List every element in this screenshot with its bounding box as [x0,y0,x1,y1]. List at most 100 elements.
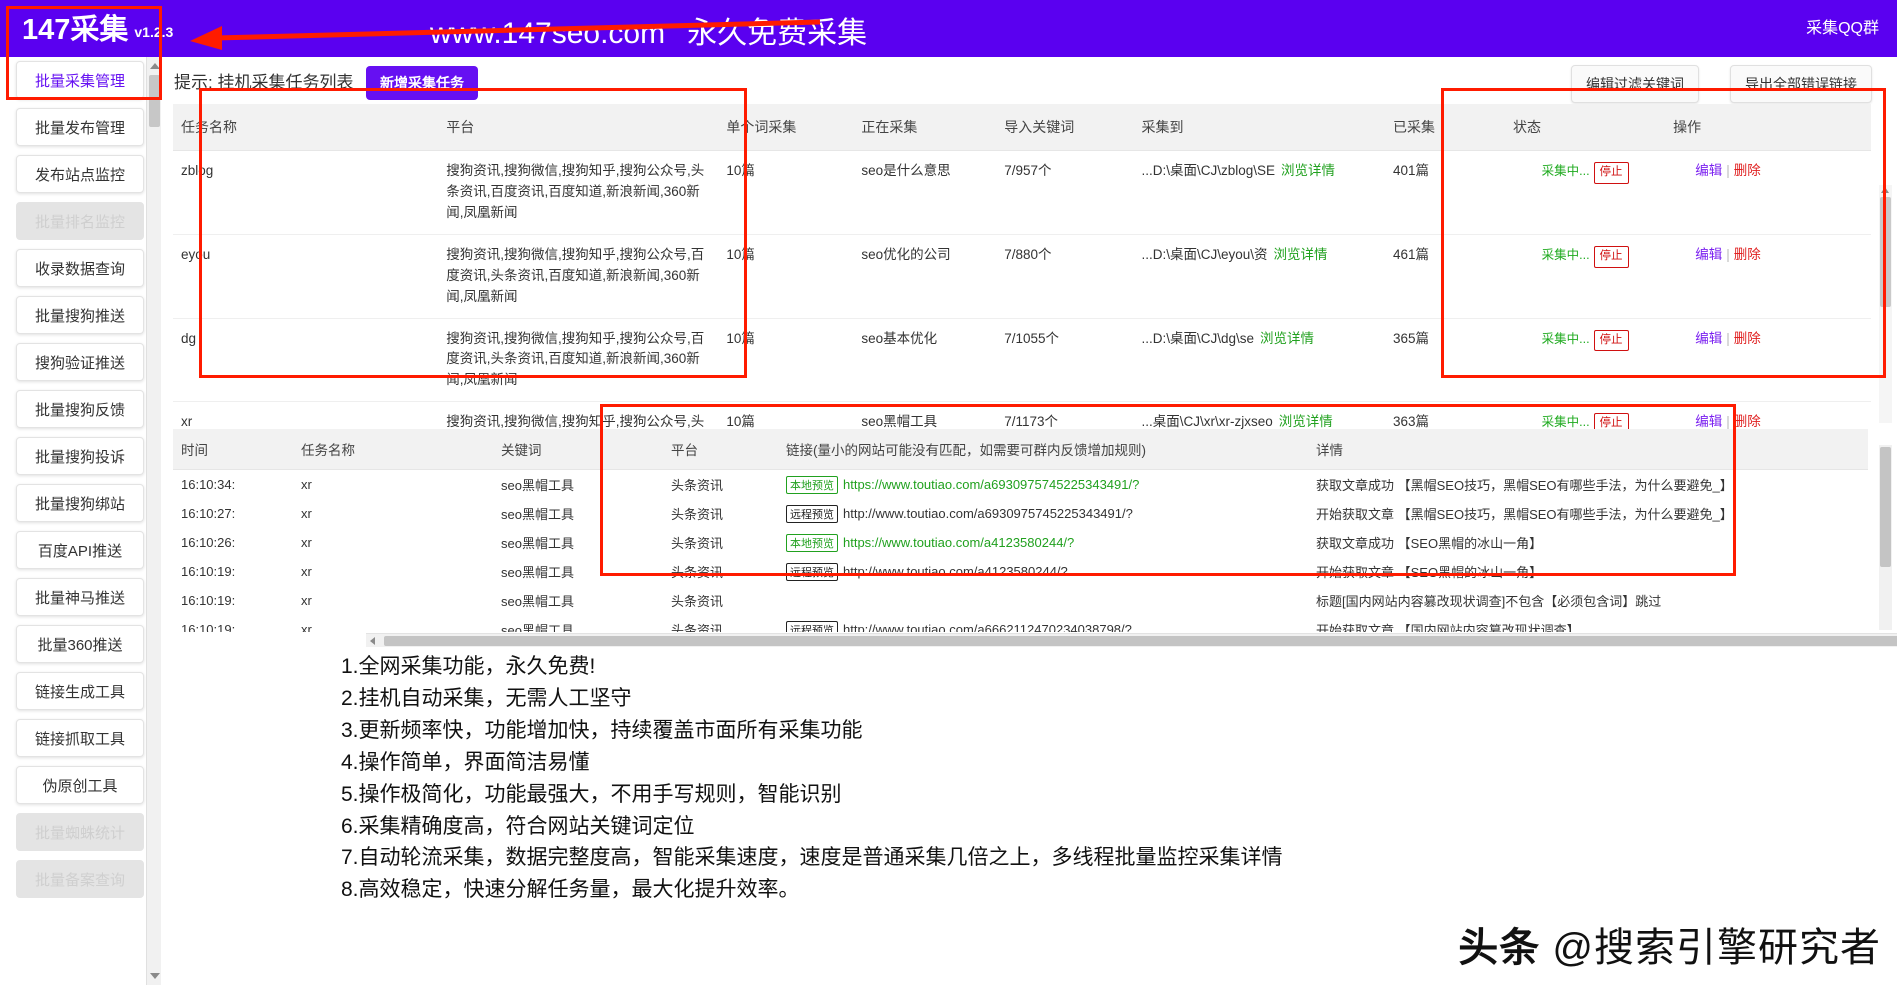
cell-log-task: xr [301,506,312,521]
sidebar-item-2[interactable]: 发布站点监控 [16,155,144,193]
cell-log-keyword: seo黑帽工具 [501,536,574,551]
log-url-link[interactable]: http://www.toutiao.com/a4123580244/? [843,563,1068,579]
sidebar-item-12[interactable]: 批量360推送 [16,625,144,663]
feature-line-2: 2.挂机自动采集，无需人工坚守 [341,686,632,710]
stop-collect-button[interactable]: 停止 [1593,245,1629,268]
log-table-container[interactable]: 时间 任务名称 关键词 平台 链接(量小的网站可能没有匹配，如需要可群内反馈增加… [173,429,1885,632]
top-header-bar: 147采集 v1.2.3 www.147seo.com 永久免费采集 采集QQ群 [0,0,1897,57]
th-log-keyword: 关键词 [493,429,663,470]
sidebar-item-11[interactable]: 批量神马推送 [16,578,144,616]
th-log-detail: 详情 [1308,429,1868,470]
delete-task-link[interactable]: 删除 [1733,330,1761,346]
log-table-horizontal-scrollbar[interactable] [366,633,1897,647]
site-url-text: www.147seo.com [430,17,666,50]
cell-log-detail: 开始获取文章 【黑帽SEO技巧，黑帽SEO有哪些手法，为什么要避免_】 [1316,507,1733,522]
edit-task-link[interactable]: 编辑 [1695,246,1723,262]
browse-details-link[interactable]: 浏览详情 [1259,330,1314,346]
cell-log-platform: 头条资讯 [671,594,724,609]
browse-details-link[interactable]: 浏览详情 [1278,414,1333,429]
cell-log-keyword: seo黑帽工具 [501,623,574,632]
sidebar-item-8[interactable]: 批量搜狗投诉 [16,437,144,475]
cell-log-link: 本地预览 https://www.toutiao.com/a4123580244/… [778,528,1308,557]
add-collect-task-button[interactable]: 新增采集任务 [366,66,478,100]
log-table-vertical-scrollbar[interactable] [1879,445,1892,630]
cell-save-to: ...桌面\CJ\xr\xr-zjxseo 浏览详情 [1133,401,1385,429]
sidebar-item-13[interactable]: 链接生成工具 [16,672,144,710]
list-item: 16:10:34: xr seo黑帽工具 头条资讯 本地预览 https://www.to… [173,470,1868,500]
local-preview-button[interactable]: 本地预览 [786,475,838,494]
sidebar-item-6[interactable]: 搜狗验证推送 [16,343,144,381]
local-preview-button[interactable]: 本地预览 [786,533,838,552]
cell-platform: 搜狗资讯,搜狗微信,搜狗知乎,搜狗公众号,百度资讯,头条资讯,百度知道,新浪新闻… [438,318,719,403]
feature-line-8: 8.高效稳定，快速分解任务量，最大化提升效率。 [341,878,800,902]
sidebar-item-label: 批量搜狗投诉 [34,448,125,466]
sidebar-scroll-up-icon[interactable] [150,63,160,69]
sidebar-item-7[interactable]: 批量搜狗反馈 [16,390,144,428]
task-scroll-thumb[interactable] [1880,197,1891,307]
log-hscroll-thumb[interactable] [384,636,1897,646]
browse-details-link[interactable]: 浏览详情 [1281,163,1335,178]
delete-task-link[interactable]: 删除 [1733,163,1761,178]
remote-preview-button[interactable]: 远程预览 [786,562,838,581]
cell-task-name: zblog [173,150,439,235]
cell-log-task: xr [301,622,312,632]
sidebar-item-label: 搜狗验证推送 [34,354,125,372]
sidebar-item-14[interactable]: 链接抓取工具 [16,719,144,757]
sidebar-scroll-down-icon[interactable] [150,973,160,979]
task-table-vertical-scrollbar[interactable] [1879,185,1892,423]
cell-collecting: seo黑帽工具 [853,401,997,429]
browse-details-link[interactable]: 浏览详情 [1273,246,1328,262]
sidebar-item-4[interactable]: 收录数据查询 [16,249,144,287]
th-status: 状态 [1505,104,1666,151]
cell-log-detail: 获取文章成功 【黑帽SEO技巧，黑帽SEO有哪些手法，为什么要避免_】 [1316,478,1733,493]
sidebar-item-1[interactable]: 批量发布管理 [16,108,144,146]
log-scroll-left-icon[interactable] [370,637,375,645]
task-table: 任务名称 平台 单个词采集 正在采集 导入关键词 采集到 已采集 状态 操作 z… [173,104,1871,429]
log-url-link[interactable]: http://www.toutiao.com/a6662112470234038… [843,621,1132,633]
sidebar-item-15[interactable]: 伪原创工具 [16,766,144,804]
sidebar-item-label: 批量搜狗反馈 [34,401,125,419]
stop-collect-button[interactable]: 停止 [1593,162,1629,184]
stop-collect-button[interactable]: 停止 [1593,329,1629,352]
sidebar-item-label: 批量备案查询 [34,871,125,889]
stop-collect-button[interactable]: 停止 [1593,413,1629,429]
cell-log-task: xr [301,564,312,579]
sidebar-item-10[interactable]: 百度API推送 [16,531,144,569]
delete-task-link[interactable]: 删除 [1733,246,1761,262]
edit-task-link[interactable]: 编辑 [1695,330,1723,346]
export-error-links-button[interactable]: 导出全部错误链接 [1730,65,1872,103]
cell-single-word: 10篇 [718,150,854,235]
cell-log-time: 16:10:19: [181,593,236,608]
cell-status: 采集中... 停止 [1505,150,1666,235]
th-spacer [1790,104,1871,151]
feature-line-7: 7.自动轮流采集，数据完整度高，智能采集速度，速度是普通采集几倍之上，多线程批量… [341,846,1283,870]
sidebar-item-label: 批量排名监控 [34,213,125,231]
remote-preview-button[interactable]: 远程预览 [786,620,838,632]
edit-task-link[interactable]: 编辑 [1695,163,1723,178]
sidebar-item-9[interactable]: 批量搜狗绑站 [16,484,144,522]
sidebar-item-5[interactable]: 批量搜狗推送 [16,296,144,334]
cell-operations: 编辑 | 删除 [1665,318,1791,403]
task-scroll-up-icon[interactable] [1881,187,1889,193]
delete-task-link[interactable]: 删除 [1733,414,1761,429]
log-scroll-thumb[interactable] [1880,447,1891,567]
sidebar-item-0[interactable]: 批量采集管理 [16,61,144,99]
task-table-container[interactable]: 任务名称 平台 单个词采集 正在采集 导入关键词 采集到 已采集 状态 操作 z… [173,104,1885,429]
sidebar-item-label: 链接抓取工具 [34,730,125,748]
log-url-link[interactable]: https://www.toutiao.com/a4123580244/? [843,534,1075,550]
table-row: eyou 搜狗资讯,搜狗微信,搜狗知乎,搜狗公众号,百度资讯,头条资讯,百度知道,… [173,234,1871,319]
remote-preview-button[interactable]: 远程预览 [786,504,838,523]
sidebar-scroll-thumb[interactable] [149,75,160,127]
log-url-link[interactable]: http://www.toutiao.com/a6930975745225343… [843,505,1133,521]
collect-qq-group-link[interactable]: 采集QQ群 [1806,20,1879,37]
task-table-body: zblog 搜狗资讯,搜狗微信,搜狗知乎,搜狗公众号,头条资讯,百度资讯,百度知道… [173,150,1871,429]
sidebar-scrollbar[interactable] [146,57,161,985]
edit-task-link[interactable]: 编辑 [1695,414,1723,429]
log-url-link[interactable]: https://www.toutiao.com/a693097574522534… [843,476,1140,492]
cell-spacer [1790,318,1871,403]
cell-log-link: 远程预览 http://www.toutiao.com/a693097574522… [778,499,1308,528]
th-collecting: 正在采集 [853,104,997,151]
sidebar-item-label: 批量发布管理 [34,119,125,137]
table-row: dg 搜狗资讯,搜狗微信,搜狗知乎,搜狗公众号,百度资讯,头条资讯,百度知道,新浪… [173,318,1871,403]
edit-filter-keywords-button[interactable]: 编辑过滤关键词 [1571,65,1699,103]
